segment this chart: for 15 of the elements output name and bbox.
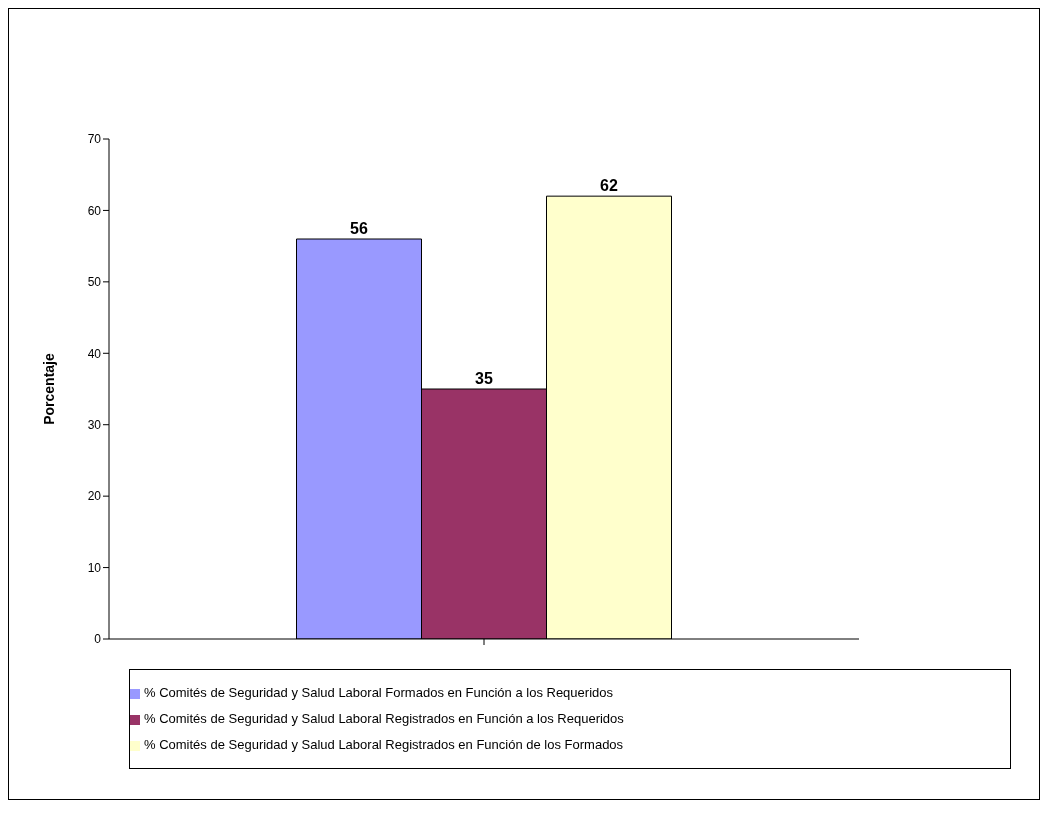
y-tick-label: 20 [87, 489, 102, 504]
y-tick-label: 60 [87, 203, 102, 218]
y-tick-label: 0 [94, 632, 102, 647]
y-tick-label: 70 [87, 132, 102, 147]
y-tick-label: 40 [87, 346, 102, 361]
y-tick-label: 10 [87, 560, 102, 575]
y-axis-title: Porcentaje [40, 353, 57, 425]
legend-label: % Comités de Seguridad y Salud Laboral Formados en Función a los Requeridos [144, 685, 613, 700]
data-label: 35 [475, 370, 493, 387]
y-tick-label: 50 [87, 275, 102, 290]
y-tick-label: 30 [87, 417, 102, 432]
data-label: 62 [600, 177, 618, 195]
data-label: 56 [350, 220, 368, 237]
legend-label: % Comités de Seguridad y Salud Laboral Registrados en Función a los Requeridos [144, 711, 624, 726]
legend-label: % Comités de Seguridad y Salud Laboral Registrados en Función de los Formados [144, 737, 624, 752]
